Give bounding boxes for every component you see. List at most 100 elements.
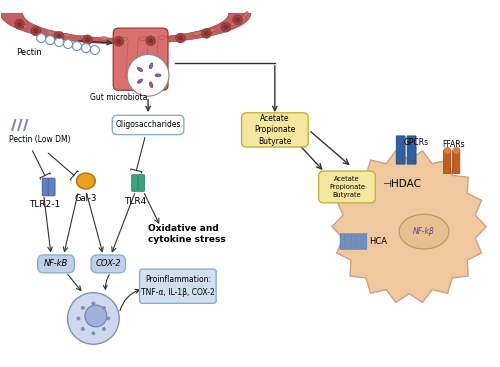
Circle shape [46, 36, 54, 44]
FancyBboxPatch shape [396, 136, 405, 164]
Circle shape [72, 41, 82, 51]
Ellipse shape [20, 23, 28, 28]
Ellipse shape [138, 79, 142, 83]
Circle shape [204, 31, 209, 36]
FancyBboxPatch shape [444, 150, 451, 174]
Ellipse shape [150, 63, 153, 69]
Ellipse shape [208, 28, 216, 32]
FancyBboxPatch shape [362, 234, 367, 250]
Circle shape [114, 36, 124, 46]
Ellipse shape [99, 37, 108, 40]
Circle shape [232, 15, 242, 25]
Ellipse shape [76, 173, 96, 189]
FancyBboxPatch shape [407, 136, 416, 164]
Circle shape [92, 331, 96, 335]
Circle shape [235, 18, 240, 22]
Circle shape [453, 147, 460, 154]
Circle shape [56, 34, 62, 39]
FancyBboxPatch shape [91, 255, 126, 273]
Circle shape [54, 37, 64, 47]
Circle shape [92, 302, 96, 306]
Circle shape [148, 38, 153, 43]
Circle shape [31, 26, 41, 36]
Text: COX-2: COX-2 [96, 259, 121, 268]
Text: TLR2-1: TLR2-1 [28, 200, 60, 209]
Circle shape [178, 36, 183, 40]
Text: NF-kB: NF-kB [44, 259, 68, 268]
FancyBboxPatch shape [452, 150, 460, 174]
Ellipse shape [155, 74, 161, 77]
Circle shape [176, 33, 186, 43]
Text: Oligosaccharides: Oligosaccharides [116, 120, 181, 130]
FancyBboxPatch shape [112, 115, 184, 135]
Circle shape [76, 316, 80, 320]
Circle shape [85, 305, 107, 327]
FancyBboxPatch shape [42, 178, 49, 196]
Polygon shape [0, 13, 251, 44]
Circle shape [85, 37, 90, 42]
FancyBboxPatch shape [346, 234, 350, 250]
Circle shape [146, 36, 156, 46]
Ellipse shape [138, 68, 142, 72]
Circle shape [102, 327, 106, 331]
Text: Acetate
Propionate
Butyrate: Acetate Propionate Butyrate [329, 176, 365, 198]
Circle shape [106, 316, 110, 320]
Circle shape [116, 39, 121, 44]
Text: GPCRs: GPCRs [404, 138, 429, 147]
Ellipse shape [62, 33, 71, 37]
Circle shape [17, 22, 22, 27]
Ellipse shape [176, 34, 185, 37]
FancyBboxPatch shape [242, 113, 308, 147]
Circle shape [102, 306, 106, 310]
Text: ⊣HDAC: ⊣HDAC [382, 179, 421, 189]
Circle shape [34, 28, 38, 33]
Ellipse shape [399, 214, 449, 249]
Text: FFARs: FFARs [442, 140, 465, 149]
FancyBboxPatch shape [140, 269, 216, 304]
FancyBboxPatch shape [38, 255, 74, 273]
Circle shape [54, 31, 64, 41]
Text: Pectin (Low DM): Pectin (Low DM) [9, 135, 70, 144]
Circle shape [90, 46, 100, 54]
Circle shape [224, 25, 228, 30]
Ellipse shape [193, 32, 202, 35]
FancyBboxPatch shape [318, 171, 376, 203]
Circle shape [82, 35, 92, 45]
Ellipse shape [138, 37, 147, 40]
Polygon shape [332, 151, 486, 302]
Circle shape [36, 34, 46, 43]
Ellipse shape [238, 16, 246, 22]
Circle shape [82, 44, 90, 52]
Ellipse shape [150, 82, 153, 88]
FancyBboxPatch shape [114, 28, 168, 90]
Ellipse shape [220, 25, 229, 29]
Text: Acetate
Propionate
Butyrate: Acetate Propionate Butyrate [254, 114, 296, 146]
Circle shape [81, 306, 85, 310]
Circle shape [127, 54, 169, 96]
Text: NF-kβ: NF-kβ [413, 227, 435, 236]
FancyBboxPatch shape [132, 175, 138, 192]
Text: Oxidative and
cytokine stress: Oxidative and cytokine stress [148, 224, 226, 244]
Ellipse shape [158, 36, 166, 39]
Text: Gal-3: Gal-3 [74, 194, 97, 203]
Circle shape [14, 19, 24, 29]
Text: Pectin: Pectin [16, 48, 42, 58]
Circle shape [64, 40, 72, 48]
Text: TLR4: TLR4 [124, 197, 147, 206]
Text: Proinflammation:
TNF-α, IL-1β, COX-2: Proinflammation: TNF-α, IL-1β, COX-2 [141, 276, 215, 297]
Ellipse shape [231, 21, 239, 25]
FancyBboxPatch shape [356, 234, 362, 250]
Ellipse shape [32, 28, 40, 32]
Circle shape [202, 28, 211, 38]
Ellipse shape [80, 36, 89, 39]
FancyBboxPatch shape [138, 175, 144, 192]
Circle shape [68, 292, 119, 344]
FancyBboxPatch shape [48, 178, 55, 196]
FancyBboxPatch shape [351, 234, 356, 250]
Ellipse shape [242, 12, 248, 19]
Text: HCA: HCA [370, 237, 388, 246]
Text: Gut microbiota: Gut microbiota [90, 93, 147, 102]
Circle shape [221, 22, 231, 32]
Circle shape [81, 327, 85, 331]
Circle shape [444, 147, 451, 154]
